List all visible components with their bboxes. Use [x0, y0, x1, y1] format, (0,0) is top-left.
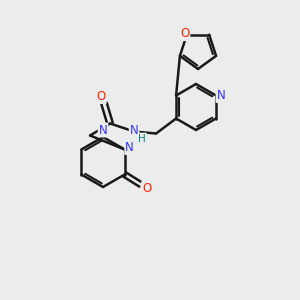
Text: N: N: [99, 124, 107, 136]
Text: O: O: [142, 182, 151, 195]
Text: N: N: [125, 141, 134, 154]
Text: O: O: [97, 90, 106, 103]
Text: H: H: [138, 134, 146, 143]
Text: O: O: [180, 27, 190, 40]
Text: N: N: [130, 124, 139, 137]
Text: N: N: [217, 89, 225, 102]
